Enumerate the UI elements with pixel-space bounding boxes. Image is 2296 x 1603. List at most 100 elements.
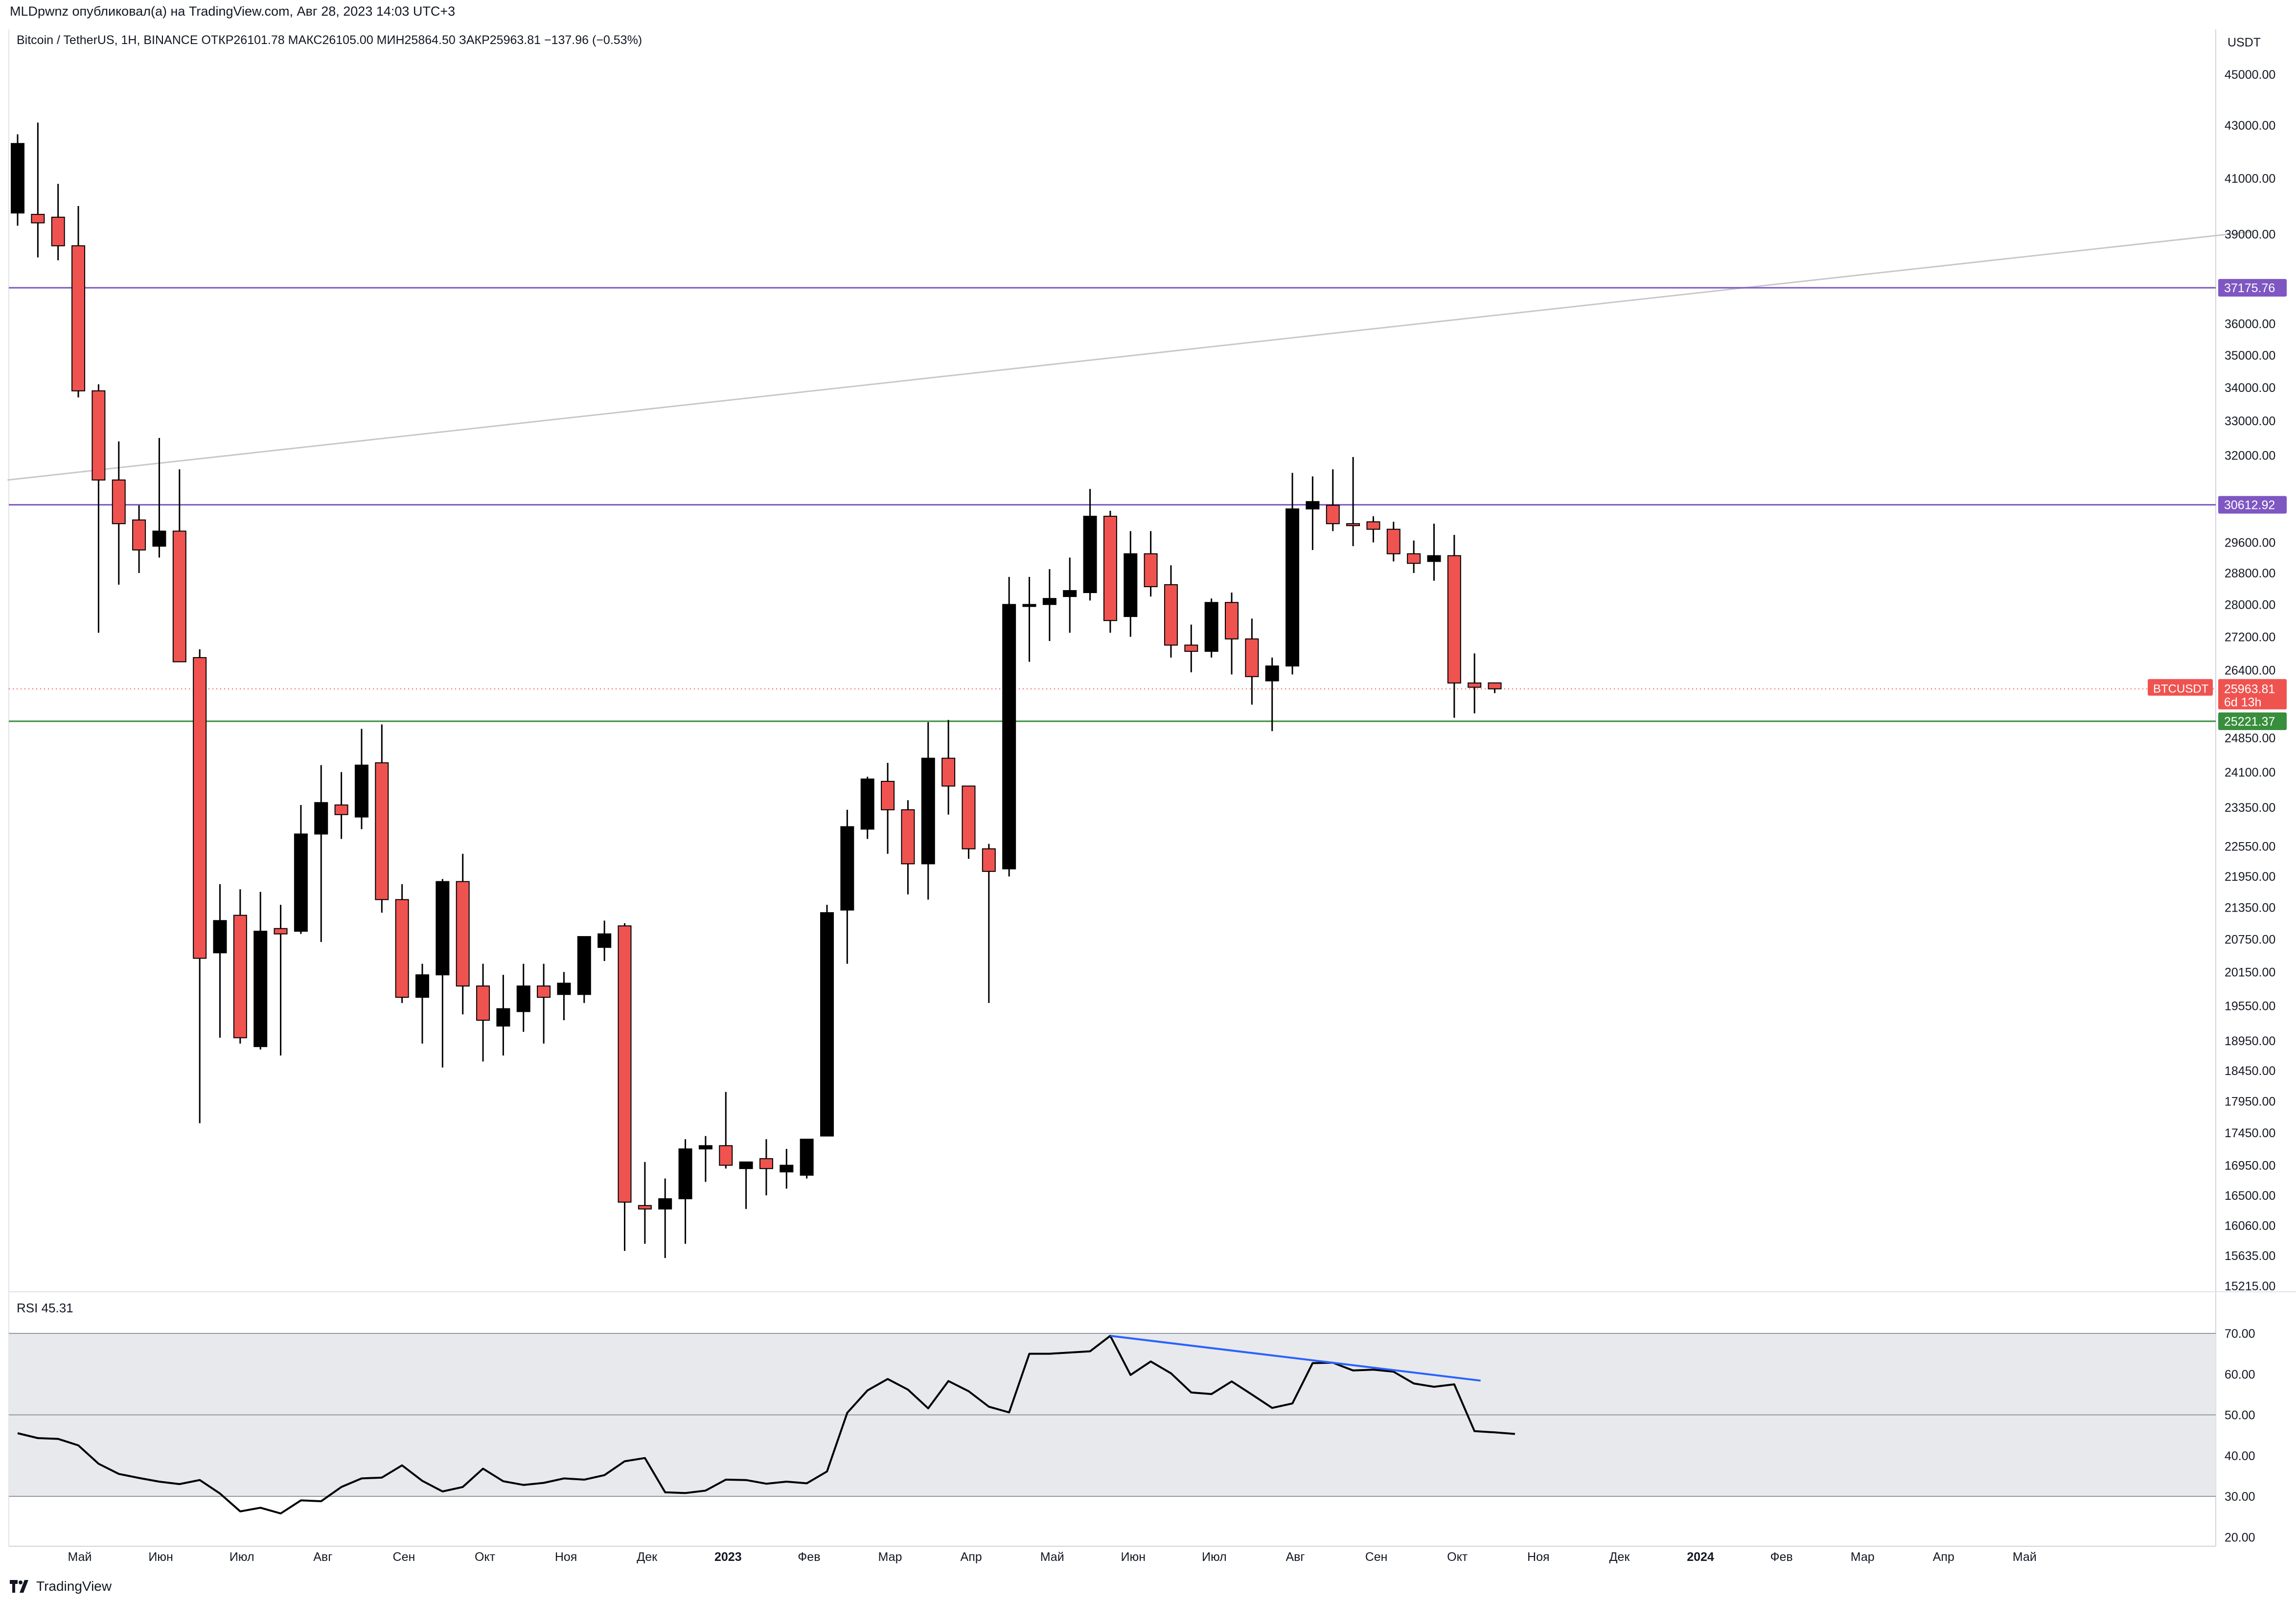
candle-up bbox=[1204, 602, 1218, 652]
price-tick-label: 43000.00 bbox=[2225, 119, 2275, 133]
time-axis-label: Июн bbox=[148, 1550, 173, 1564]
candle-down bbox=[193, 657, 207, 959]
candle-down bbox=[1164, 584, 1178, 646]
candle-down bbox=[1366, 521, 1380, 530]
time-axis-label: Апр bbox=[961, 1550, 982, 1564]
level-price-box bbox=[2218, 496, 2287, 514]
price-tick-label: 45000.00 bbox=[2225, 68, 2275, 82]
candle-up bbox=[1002, 604, 1016, 870]
candle-up bbox=[516, 985, 530, 1012]
candle-up bbox=[780, 1165, 794, 1172]
price-tick-label: 23350.00 bbox=[2225, 801, 2275, 815]
time-axis-label: Сен bbox=[1365, 1550, 1388, 1564]
price-tick-label: 20150.00 bbox=[2225, 966, 2275, 980]
candle-down bbox=[901, 809, 915, 865]
candle-up bbox=[152, 530, 166, 547]
candle-down bbox=[759, 1158, 773, 1169]
candle-down bbox=[618, 925, 632, 1203]
price-tick-label: 28800.00 bbox=[2225, 567, 2275, 580]
candle-down bbox=[31, 214, 45, 224]
candle-down bbox=[537, 985, 551, 998]
price-tick-label: 15635.00 bbox=[2225, 1249, 2275, 1263]
candle-up bbox=[1427, 555, 1441, 562]
candle-up bbox=[1022, 604, 1036, 607]
time-axis-label: Май bbox=[1040, 1550, 1064, 1564]
price-tick-label: 26400.00 bbox=[2225, 664, 2275, 678]
candle-down bbox=[71, 245, 86, 391]
time-axis-label: Ноя bbox=[1527, 1550, 1550, 1564]
level-price-box bbox=[2218, 279, 2287, 297]
candle-up bbox=[415, 974, 429, 998]
rsi-tick-label: 50.00 bbox=[2225, 1409, 2255, 1422]
rsi-tick-label: 30.00 bbox=[2225, 1490, 2255, 1504]
price-tick-label: 41000.00 bbox=[2225, 172, 2275, 186]
price-axis-unit: USDT bbox=[2227, 36, 2261, 49]
time-axis-label: Июл bbox=[230, 1550, 254, 1564]
candle-down bbox=[1245, 638, 1259, 677]
candle-up bbox=[213, 920, 227, 954]
price-tick-label: 32000.00 bbox=[2225, 449, 2275, 462]
candle-up bbox=[1265, 665, 1279, 682]
candle-up bbox=[253, 931, 268, 1047]
time-axis-label: Мар bbox=[1851, 1550, 1875, 1564]
time-axis-label: Сен bbox=[393, 1550, 415, 1564]
time-axis-label: Фев bbox=[1770, 1550, 1792, 1564]
candle-up bbox=[1286, 508, 1300, 667]
publisher-line: MLDpwnz опубликовал(а) на TradingView.co… bbox=[10, 4, 456, 19]
candle-up bbox=[840, 826, 854, 911]
candle-up bbox=[800, 1139, 814, 1176]
candle-down bbox=[638, 1205, 652, 1210]
last-price-box bbox=[2218, 679, 2287, 710]
candle-down bbox=[334, 804, 348, 815]
candle-up bbox=[739, 1161, 753, 1169]
divergence-line bbox=[1110, 1335, 1481, 1382]
price-tick-label: 15215.00 bbox=[2225, 1280, 2275, 1293]
candle-down bbox=[395, 899, 409, 998]
rsi-line bbox=[17, 1335, 1515, 1514]
price-tick-label: 18450.00 bbox=[2225, 1064, 2275, 1078]
price-tick-label: 16060.00 bbox=[2225, 1219, 2275, 1233]
price-tick-label: 36000.00 bbox=[2225, 318, 2275, 331]
candle-down bbox=[1144, 553, 1158, 587]
candle-up bbox=[921, 757, 935, 865]
time-axis-label: Фев bbox=[798, 1550, 820, 1564]
price-tick-label: 27200.00 bbox=[2225, 631, 2275, 644]
candle-down bbox=[1407, 553, 1421, 564]
level-price-box bbox=[2218, 712, 2287, 730]
candle-down bbox=[982, 848, 996, 872]
price-tick-label: 19550.00 bbox=[2225, 1000, 2275, 1013]
rsi-tick-label: 70.00 bbox=[2225, 1327, 2255, 1341]
candle-up bbox=[11, 143, 24, 214]
candle-up bbox=[820, 912, 834, 1137]
candle-up bbox=[1124, 553, 1138, 617]
countdown-label: 6d 13h bbox=[2224, 696, 2261, 710]
rsi-tick-label: 60.00 bbox=[2225, 1368, 2255, 1381]
price-tick-label: 20750.00 bbox=[2225, 933, 2275, 947]
candle-up bbox=[314, 802, 328, 835]
price-tick-label: 39000.00 bbox=[2225, 228, 2275, 242]
rsi-tick-label: 20.00 bbox=[2225, 1531, 2255, 1544]
price-tick-label: 21350.00 bbox=[2225, 901, 2275, 915]
price-tick-label: 34000.00 bbox=[2225, 381, 2275, 395]
candle-down bbox=[881, 780, 895, 810]
symbol-info-line[interactable]: Bitcoin / TetherUS, 1H, BINANCE ОТКР2610… bbox=[17, 33, 643, 47]
price-tick-label: 21950.00 bbox=[2225, 870, 2275, 884]
symbol-tag: BTCUSDT bbox=[2153, 683, 2209, 696]
candle-up bbox=[1042, 598, 1056, 605]
time-axis-label: Мар bbox=[878, 1550, 902, 1564]
price-tick-label: 16500.00 bbox=[2225, 1189, 2275, 1203]
time-axis-label: 2024 bbox=[1687, 1550, 1714, 1564]
candle-down bbox=[962, 785, 976, 849]
candle-down bbox=[1468, 682, 1482, 688]
tradingview-logo[interactable]: TradingView bbox=[10, 1579, 112, 1594]
candle-down bbox=[1184, 644, 1198, 652]
candle-up bbox=[294, 833, 308, 932]
candle-down bbox=[1103, 516, 1117, 621]
candle-down bbox=[719, 1145, 733, 1166]
candle-up bbox=[496, 1008, 510, 1027]
time-axis-label: Авг bbox=[1286, 1550, 1305, 1564]
candle-down bbox=[456, 881, 470, 987]
time-axis-label: Июл bbox=[1202, 1550, 1227, 1564]
candle-down bbox=[1326, 504, 1340, 525]
